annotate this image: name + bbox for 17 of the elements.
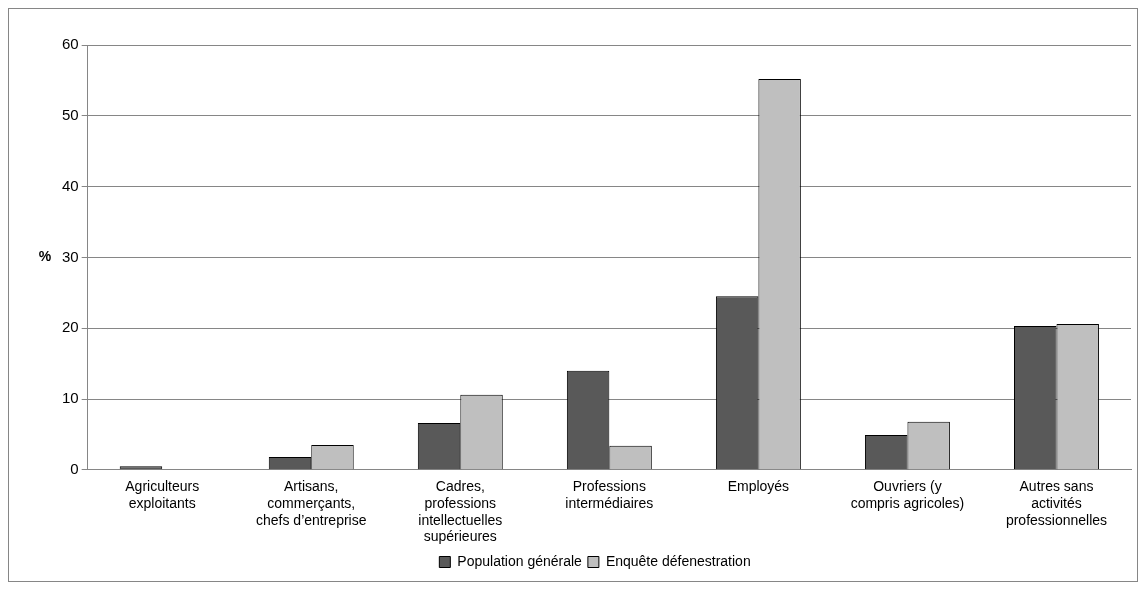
- y-tick-label: 50: [62, 105, 79, 123]
- x-tick-label: Cadres, professions intellectuelles supérieures: [418, 478, 503, 545]
- legend-label: Enquête défenestration: [605, 552, 751, 569]
- y-tick-label: 10: [62, 389, 79, 407]
- y-tick-label: 30: [62, 247, 79, 265]
- y-tick-label: 40: [62, 176, 79, 194]
- x-tick-label: Ouvriers (y compris agricoles): [850, 478, 965, 511]
- y-tick-label: 60: [62, 35, 79, 53]
- x-tick-label: Professions intermédiaires: [565, 478, 654, 511]
- x-tick-label: Employés: [727, 478, 790, 495]
- y-tick-label: 20: [62, 318, 79, 336]
- x-tick-label: Artisans, commerçants, chefs d’entreprise: [255, 478, 367, 528]
- y-tick-label: 0: [70, 459, 79, 477]
- y-axis-title: %: [38, 248, 52, 265]
- x-tick-label: Agriculteurs exploitants: [125, 478, 200, 511]
- legend-label: Population générale: [457, 552, 583, 569]
- x-tick-label: Autres sans activités professionnelles: [1005, 478, 1108, 528]
